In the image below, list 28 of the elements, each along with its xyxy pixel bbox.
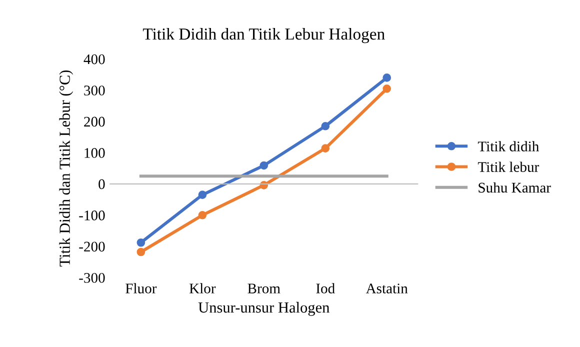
y-tick-label: 200 [84, 116, 105, 127]
x-axis-title: Unsur-unsur Halogen [198, 302, 330, 316]
point [321, 122, 330, 130]
point [321, 144, 330, 152]
chart-title: Titik Didih dan Titik Lebur Halogen [142, 28, 385, 44]
point [136, 248, 146, 256]
point [198, 190, 207, 200]
y-tick-label: 100 [84, 148, 105, 158]
y-tick-label: -300 [79, 272, 105, 283]
x-tick-label: Klor [189, 283, 216, 294]
point [136, 238, 146, 247]
point [260, 161, 268, 170]
legend-label: Titik didih [478, 141, 539, 152]
legend-label: Suhu Kamar [478, 182, 551, 193]
x-tick-label: Iod [316, 283, 335, 294]
point [382, 84, 392, 93]
point [382, 74, 392, 82]
legend-label: Titik lebur [478, 162, 540, 172]
x-tick-label: Astatin [366, 284, 408, 294]
y-tick-label: 0 [98, 179, 105, 190]
y-tick-label: 400 [84, 54, 105, 64]
y-tick-label: -200 [79, 242, 105, 252]
y-tick-label: 300 [84, 86, 105, 96]
point [198, 210, 207, 220]
y-axis-title: Titik Didih dan Titik Lebur (°C) [59, 70, 74, 267]
x-tick-label: Brom [248, 284, 280, 294]
x-tick-label: Fluor [126, 283, 157, 294]
y-tick-label: -100 [79, 210, 105, 220]
